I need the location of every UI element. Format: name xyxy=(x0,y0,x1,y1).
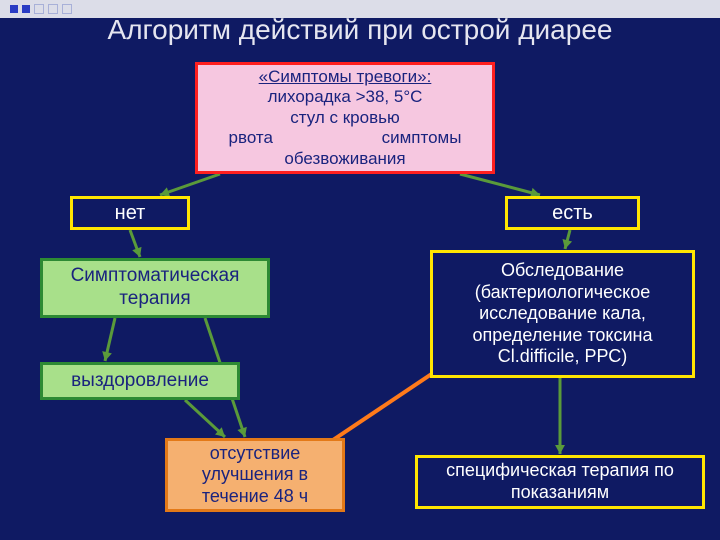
topbar-square-icon xyxy=(22,5,30,13)
slide: Алгоритм действий при острой диарее «Сим… xyxy=(0,0,720,540)
node-exam: Обследование (бактериологическое исследо… xyxy=(430,250,695,378)
node-noimp: отсутствие улучшения в течение 48 ч xyxy=(165,438,345,512)
topbar-square-outline-icon xyxy=(62,4,72,14)
topbar-square-icon xyxy=(10,5,18,13)
topbar-square-outline-icon xyxy=(34,4,44,14)
page-title: Алгоритм действий при острой диарее xyxy=(0,14,720,46)
node-recover: выздоровление xyxy=(40,362,240,400)
topbar-square-outline-icon xyxy=(48,4,58,14)
node-sympt: Симптоматическая терапия xyxy=(40,258,270,318)
node-no: нет xyxy=(70,196,190,230)
node-yes: есть xyxy=(505,196,640,230)
node-spec: специфическая терапия по показаниям xyxy=(415,455,705,509)
node-alarm: «Симптомы тревоги»:лихорадка >38, 5°Ссту… xyxy=(195,62,495,174)
